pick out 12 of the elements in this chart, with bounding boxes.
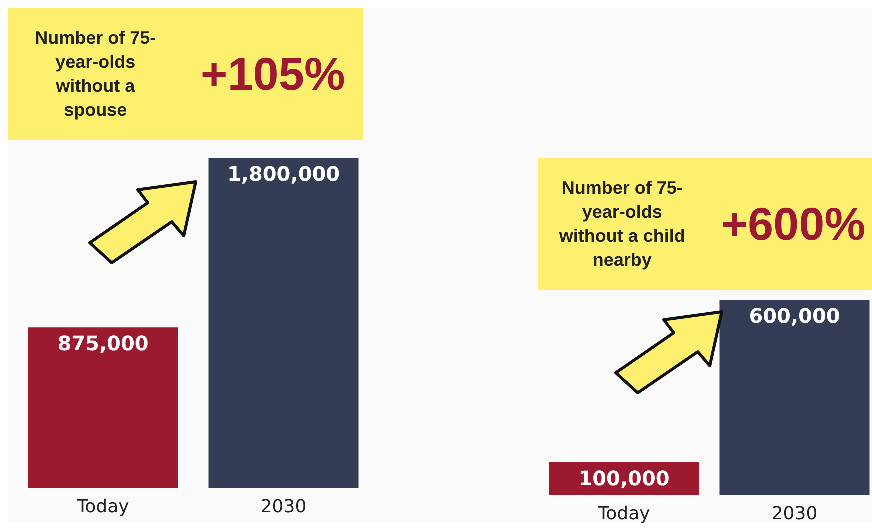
x-tick-label: Today	[597, 504, 651, 524]
data-label: 875,000	[58, 332, 149, 356]
text: +600%	[721, 197, 866, 251]
text: Number of 75-year-olds without a spouse	[34, 27, 158, 122]
text: +105%	[200, 47, 346, 101]
x-tick-label: Today	[76, 496, 130, 518]
x-tick-label: 2030	[772, 504, 818, 524]
data-label: 1,800,000	[227, 162, 340, 186]
text: Number of 75-year-olds without a child nearby	[558, 177, 686, 272]
x-tick-label: 2030	[260, 496, 307, 518]
data-label: 600,000	[749, 304, 840, 328]
data-label: 100,000	[578, 466, 670, 490]
